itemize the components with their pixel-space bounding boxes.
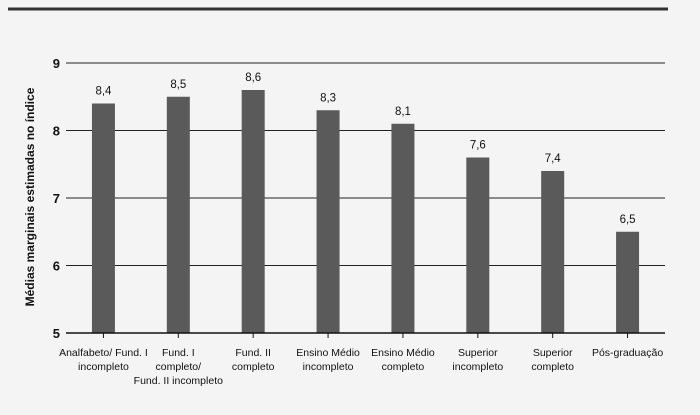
x-tick-label: incompleto <box>303 361 354 373</box>
data-label: 6,5 <box>620 214 636 226</box>
x-tick-label: Pós-graduação <box>592 347 663 359</box>
data-label: 8,5 <box>170 79 186 91</box>
y-tick-label: 5 <box>53 326 60 341</box>
data-label: 8,4 <box>95 86 112 98</box>
x-tick-label: Superior <box>533 347 573 359</box>
bar <box>541 171 565 333</box>
x-tick-label: Ensino Médio <box>296 347 360 359</box>
bar <box>241 90 265 333</box>
bar <box>316 110 340 333</box>
x-tick-label: Superior <box>458 347 498 359</box>
x-tick-label: completo/ <box>156 361 202 373</box>
x-tick-label: incompleto <box>452 361 503 373</box>
x-tick-label: completo <box>382 361 425 373</box>
gridlines <box>66 62 665 266</box>
y-tick-label: 9 <box>53 56 60 71</box>
x-tick-label: Fund. II incompleto <box>134 375 223 387</box>
x-tick-label: Ensino Médio <box>371 347 435 359</box>
data-label: 8,6 <box>245 72 261 84</box>
data-label: 7,4 <box>545 153 562 165</box>
y-tick-label: 8 <box>53 124 60 139</box>
data-label: 7,6 <box>470 140 486 152</box>
x-tick-label: completo <box>531 361 574 373</box>
bar <box>391 123 415 333</box>
x-tick-label: Analfabeto/ Fund. I <box>59 347 148 359</box>
data-label: 8,1 <box>395 106 411 118</box>
bars <box>91 90 640 333</box>
x-tick-label: incompleto <box>78 361 129 373</box>
data-label: 8,3 <box>320 92 336 104</box>
bar <box>166 96 190 333</box>
x-tick-label: Fund. I <box>162 347 195 359</box>
y-tick-label: 6 <box>53 259 60 274</box>
x-tick-label: completo <box>232 361 275 373</box>
y-tick-label: 7 <box>53 191 60 206</box>
bar <box>466 157 490 333</box>
bar <box>91 103 115 333</box>
bar <box>616 231 640 333</box>
axes <box>66 332 665 338</box>
y-axis-title: Médias marginais estimadas no índice <box>23 87 37 306</box>
x-tick-label: Fund. II <box>235 347 271 359</box>
labels: 9 8 7 6 5 8,4 Analfabeto/ Fund. I incompleto 8,5… <box>53 56 664 387</box>
